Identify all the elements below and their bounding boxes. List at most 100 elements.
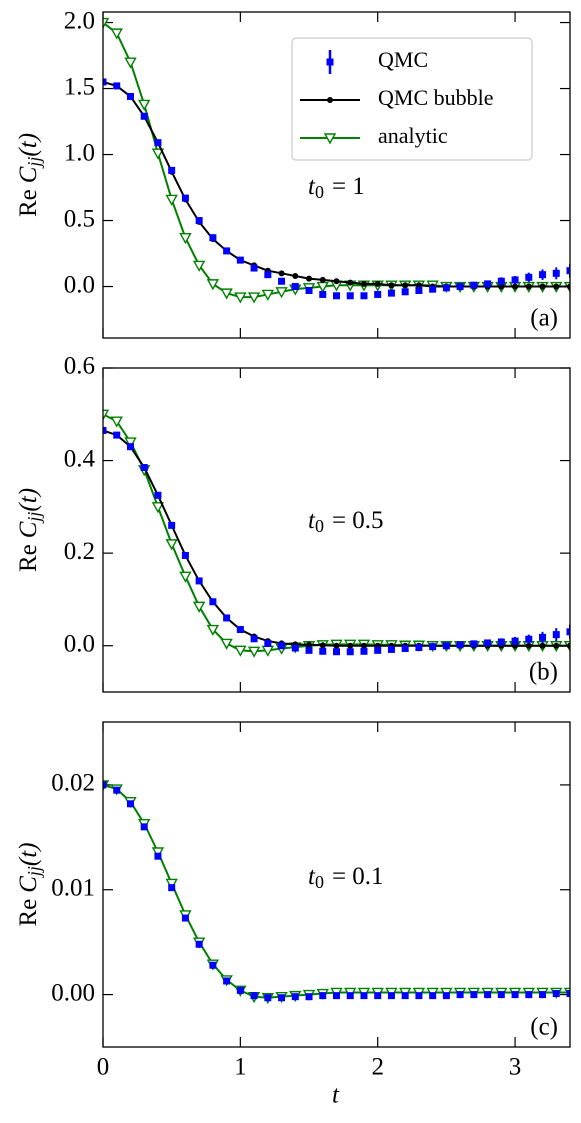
marker [223,614,231,622]
marker [124,437,137,449]
marker [402,282,409,289]
marker [539,642,546,649]
marker [192,260,206,272]
y-tick-label: 1.0 [64,139,95,166]
marker [360,292,368,300]
legend-box [291,37,533,161]
marker [103,17,110,30]
legend-label: QMC [378,47,428,72]
marker [429,643,437,651]
y-tick-label: 0.00 [51,979,95,1006]
marker [319,992,327,1000]
marker [319,642,326,649]
marker [103,78,107,86]
annotation: t0 = 0.1 [308,863,384,892]
legend: QMC QMC bubble analytic [291,37,533,161]
marker [346,992,354,1000]
marker [209,961,217,969]
marker [566,990,570,998]
marker [333,642,340,649]
x-axis-label: t [332,1082,340,1109]
marker [470,640,478,648]
marker [333,278,340,285]
marker [484,991,492,999]
marker [566,267,570,275]
series [103,426,570,656]
y-label-suffix: (t) [15,488,42,512]
marker [278,277,286,285]
plot-frame [102,721,571,1048]
y-tick-label: 1.5 [64,73,95,100]
annotation-symbol: t [308,507,316,534]
marker [552,631,560,639]
legend-marker [323,133,337,145]
marker [113,786,121,794]
marker [539,283,546,290]
marker [456,283,464,291]
panel: 0.0 0.2 0.4 0.6 Re Cjj(t) t0 = 0.5 (b) [15,353,571,693]
marker [415,286,423,294]
marker [553,283,560,290]
series [103,780,570,1005]
marker [497,991,505,999]
marker [360,992,368,1000]
legend-label: analytic [378,123,448,148]
plot-area [103,409,570,658]
panel-label: (a) [530,305,558,332]
marker [179,232,192,245]
marker [220,288,233,300]
marker [539,991,547,999]
marker [264,994,272,1002]
marker [250,992,258,1000]
marker [333,648,340,656]
marker [497,277,505,285]
marker [552,269,560,277]
marker [113,82,121,90]
marker [525,642,532,649]
series-line [103,429,570,647]
plot-frame [102,11,571,339]
marker [388,282,395,289]
x-tick-label: 2 [371,1054,384,1081]
marker [236,986,244,994]
y-tick-label: 0.0 [64,271,95,298]
marker [168,884,176,892]
annotation-rest: = 0.1 [332,863,384,890]
marker [401,992,409,1000]
series [103,427,570,649]
marker [553,642,560,649]
marker [333,992,340,1000]
marker [181,914,189,922]
y-label-suffix: (t) [15,842,42,866]
marker [442,992,450,1000]
marker [223,247,231,255]
marker [140,464,148,472]
marker [387,645,395,653]
marker [442,284,450,292]
marker [374,280,381,287]
marker [126,92,134,100]
series [103,781,570,1002]
marker [278,270,285,277]
y-tick-label: 0.01 [51,874,95,901]
marker [346,292,354,300]
marker [151,502,165,514]
marker [138,99,151,111]
marker [278,994,286,1002]
marker [209,598,217,606]
marker [154,491,162,499]
legend-marker [326,58,334,66]
marker [103,781,107,789]
marker [206,624,220,636]
marker [250,264,258,272]
marker [415,282,422,289]
marker [168,166,176,174]
marker [195,217,203,225]
marker [442,642,450,650]
marker [103,426,107,434]
y-label-sub: jj [24,157,44,169]
marker [278,642,286,650]
marker [360,280,367,287]
